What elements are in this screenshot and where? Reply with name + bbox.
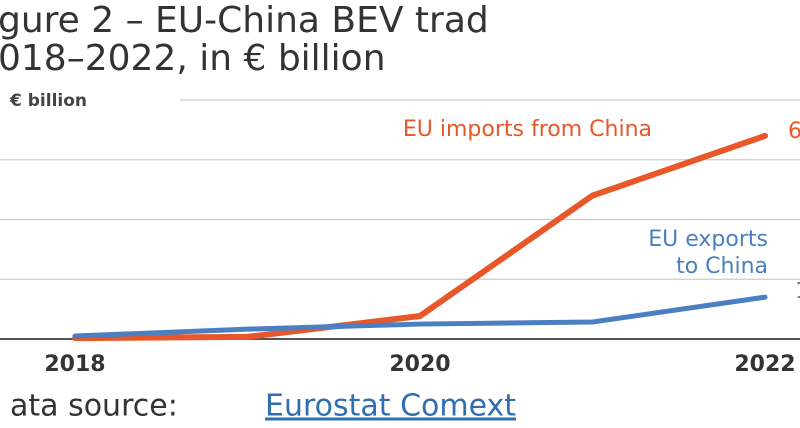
title-line: 018–2022, in € billion [0, 38, 386, 79]
value-label: 1.4 [795, 279, 800, 304]
series-line [72, 132, 768, 342]
legend-label: EU exports to China [648, 227, 768, 279]
source-link[interactable]: Eurostat Comext [265, 389, 516, 424]
x-tick-label: 2022 [734, 352, 795, 377]
series-line [72, 294, 768, 339]
value-label: 6.8 [788, 119, 800, 144]
title-line: gure 2 – EU-China BEV trad [0, 0, 489, 41]
unit-label: € billion [9, 91, 87, 111]
x-tick-label: 2020 [389, 352, 450, 377]
x-tick-label: 2018 [44, 352, 105, 377]
source-label: ata source: [10, 389, 178, 424]
legend-label: EU imports from China [403, 117, 652, 142]
